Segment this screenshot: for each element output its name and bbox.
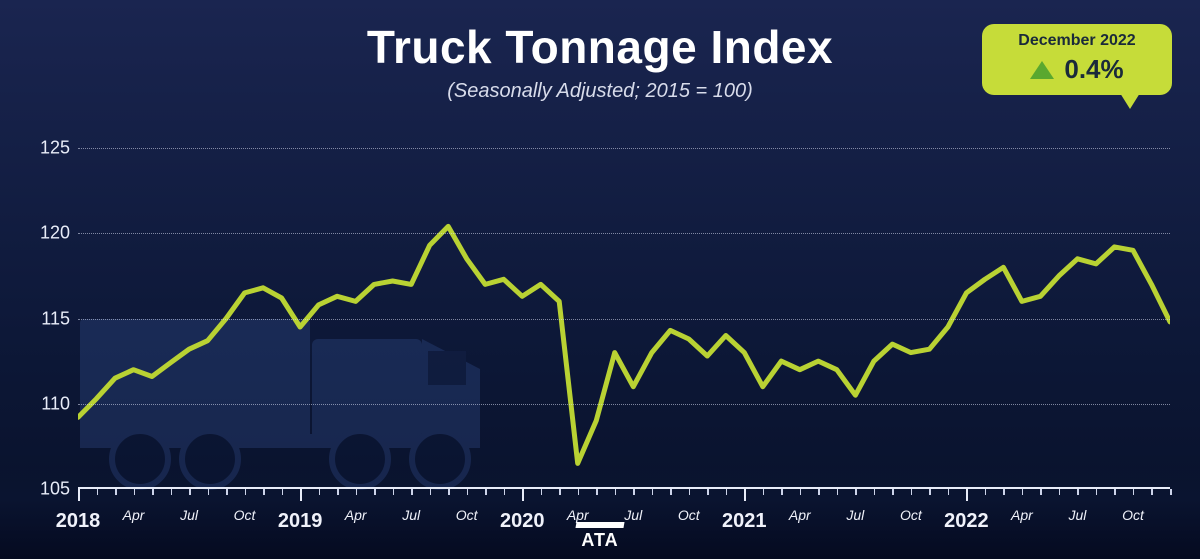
- series-line: [78, 226, 1170, 463]
- badge-date: December 2022: [996, 32, 1158, 50]
- x-tick-major: [744, 487, 746, 501]
- x-month-label: Jul: [846, 507, 864, 523]
- line-chart: 1051101151201252018AprJulOct2019AprJulOc…: [30, 148, 1170, 489]
- up-arrow-icon: [1030, 61, 1054, 79]
- grid-line: [78, 233, 1170, 234]
- x-month-label: Oct: [900, 507, 922, 523]
- x-tick-minor: [1040, 489, 1042, 495]
- y-tick-label: 105: [30, 479, 70, 500]
- logo-text: ATA: [576, 530, 624, 551]
- x-tick-minor: [282, 489, 284, 495]
- x-tick-minor: [504, 489, 506, 495]
- x-tick-minor: [97, 489, 99, 495]
- grid-line: [78, 404, 1170, 405]
- x-tick-minor: [1114, 489, 1116, 495]
- x-tick-minor: [430, 489, 432, 495]
- x-tick-minor: [1022, 489, 1024, 495]
- x-tick-minor: [1003, 489, 1005, 495]
- x-tick-minor: [800, 489, 802, 495]
- x-tick-minor: [559, 489, 561, 495]
- x-tick-minor: [763, 489, 765, 495]
- x-tick-minor: [393, 489, 395, 495]
- x-tick-minor: [948, 489, 950, 495]
- x-tick-minor: [1096, 489, 1098, 495]
- x-month-label: Apr: [345, 507, 367, 523]
- x-tick-minor: [633, 489, 635, 495]
- x-tick-major: [78, 487, 80, 501]
- x-tick-minor: [855, 489, 857, 495]
- badge-value: 0.4%: [1064, 54, 1123, 85]
- x-tick-minor: [929, 489, 931, 495]
- x-tick-minor: [985, 489, 987, 495]
- x-tick-minor: [226, 489, 228, 495]
- x-year-label: 2019: [278, 510, 323, 533]
- x-tick-minor: [467, 489, 469, 495]
- x-tick-minor: [541, 489, 543, 495]
- x-tick-minor: [411, 489, 413, 495]
- x-tick-minor: [1151, 489, 1153, 495]
- x-year-label: 2022: [944, 510, 989, 533]
- grid-line: [78, 148, 1170, 149]
- x-tick-minor: [356, 489, 358, 495]
- ata-logo: ATA: [576, 522, 624, 551]
- x-tick-minor: [245, 489, 247, 495]
- change-badge: December 2022 0.4%: [982, 24, 1172, 95]
- x-tick-minor: [448, 489, 450, 495]
- x-tick-minor: [726, 489, 728, 495]
- x-month-label: Apr: [567, 507, 589, 523]
- x-month-label: Oct: [456, 507, 478, 523]
- x-tick-major: [966, 487, 968, 501]
- x-month-label: Oct: [1122, 507, 1144, 523]
- x-tick-minor: [670, 489, 672, 495]
- x-tick-minor: [578, 489, 580, 495]
- x-tick-minor: [134, 489, 136, 495]
- x-tick-minor: [837, 489, 839, 495]
- y-tick-label: 125: [30, 138, 70, 159]
- x-month-label: Oct: [678, 507, 700, 523]
- x-tick-minor: [874, 489, 876, 495]
- badge-tail-icon: [1120, 93, 1140, 109]
- x-month-label: Apr: [123, 507, 145, 523]
- y-tick-label: 115: [30, 308, 70, 329]
- x-tick-minor: [781, 489, 783, 495]
- x-tick-minor: [911, 489, 913, 495]
- x-tick-major: [522, 487, 524, 501]
- logo-bars-icon: [575, 522, 624, 528]
- x-tick-minor: [171, 489, 173, 495]
- x-tick-minor: [208, 489, 210, 495]
- x-year-label: 2020: [500, 510, 545, 533]
- x-tick-minor: [707, 489, 709, 495]
- x-tick-minor: [615, 489, 617, 495]
- x-tick-minor: [485, 489, 487, 495]
- x-tick-minor: [263, 489, 265, 495]
- x-tick-minor: [892, 489, 894, 495]
- x-month-label: Jul: [624, 507, 642, 523]
- x-tick-minor: [1170, 489, 1172, 495]
- x-tick-minor: [189, 489, 191, 495]
- y-tick-label: 110: [30, 393, 70, 414]
- x-tick-minor: [374, 489, 376, 495]
- x-tick-minor: [1059, 489, 1061, 495]
- x-tick-minor: [319, 489, 321, 495]
- y-tick-label: 120: [30, 223, 70, 244]
- x-month-label: Jul: [180, 507, 198, 523]
- x-tick-minor: [1133, 489, 1135, 495]
- x-tick-minor: [689, 489, 691, 495]
- x-month-label: Jul: [1069, 507, 1087, 523]
- x-tick-minor: [596, 489, 598, 495]
- x-month-label: Jul: [402, 507, 420, 523]
- x-tick-major: [300, 487, 302, 501]
- x-tick-minor: [652, 489, 654, 495]
- grid-line: [78, 319, 1170, 320]
- x-month-label: Apr: [1011, 507, 1033, 523]
- x-tick-minor: [115, 489, 117, 495]
- x-tick-minor: [818, 489, 820, 495]
- x-year-label: 2021: [722, 510, 767, 533]
- x-tick-minor: [1077, 489, 1079, 495]
- x-tick-minor: [152, 489, 154, 495]
- x-month-label: Oct: [234, 507, 256, 523]
- x-tick-minor: [337, 489, 339, 495]
- x-year-label: 2018: [56, 510, 101, 533]
- x-month-label: Apr: [789, 507, 811, 523]
